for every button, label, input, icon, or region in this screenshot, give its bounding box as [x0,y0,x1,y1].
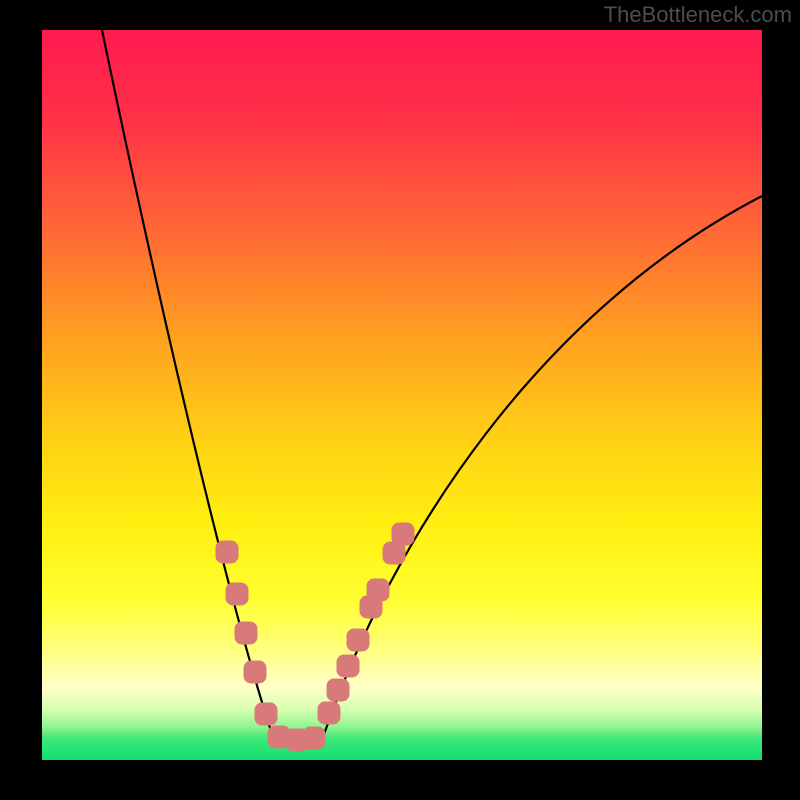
data-marker [337,655,359,677]
data-marker [244,661,266,683]
plot-area [42,30,762,760]
data-marker [318,702,340,724]
bottleneck-curve [102,30,762,742]
data-marker [367,579,389,601]
data-marker [303,727,325,749]
data-marker [226,583,248,605]
data-marker [392,523,414,545]
data-marker [347,629,369,651]
curve-svg [42,30,762,760]
watermark-text: TheBottleneck.com [604,2,792,28]
data-marker [255,703,277,725]
data-marker [327,679,349,701]
data-marker [216,541,238,563]
data-marker [235,622,257,644]
